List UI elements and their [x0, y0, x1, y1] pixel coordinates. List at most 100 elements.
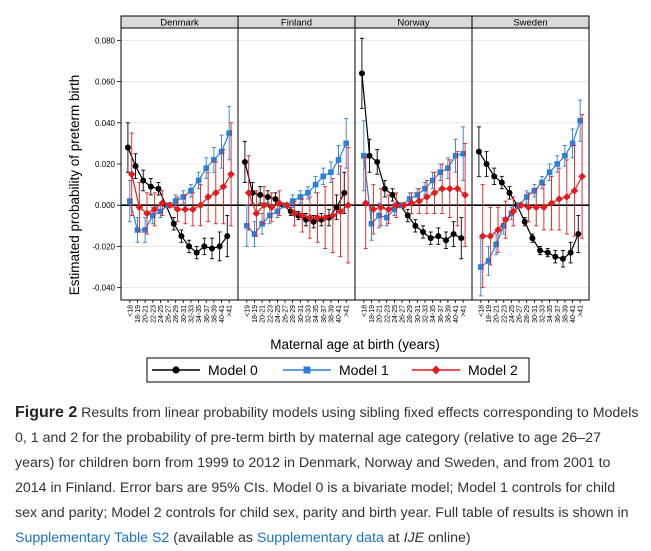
data-point	[321, 213, 329, 222]
panel-title: Norway	[397, 18, 429, 29]
x-tick-label: 26-27	[517, 305, 524, 323]
data-point	[204, 193, 212, 201]
data-point	[509, 207, 518, 216]
data-point	[172, 198, 179, 204]
data-point	[227, 170, 235, 179]
x-tick-label: 30-31	[181, 305, 188, 323]
data-point	[559, 255, 566, 262]
x-tick-label: 32-33	[305, 305, 312, 323]
data-point	[506, 189, 513, 196]
y-tick-label: 0.000	[95, 201, 116, 210]
x-tick-label: 24-25	[509, 305, 516, 323]
x-tick-label: 24-25	[275, 305, 282, 323]
y-tick-label: 0.060	[95, 78, 116, 87]
series-model-2	[127, 122, 235, 235]
data-point	[569, 140, 576, 147]
panel-sweden: Sweden<18 18-19 20-21 22-23 24-25 26-27 28-29 3…	[471, 15, 590, 323]
x-tick-label: 38-39	[445, 305, 452, 323]
panel-denmark: Denmark <18 18-19 20-21 22-23 24-25 26-27 28-29…	[120, 15, 239, 323]
data-point	[381, 185, 388, 192]
legend-box	[146, 357, 530, 383]
supplementary-table-link[interactable]: Supplementary Table S2	[15, 530, 170, 546]
y-tick-label: -0.040	[92, 284, 115, 293]
supplementary-data-link[interactable]: Supplementary data	[256, 530, 384, 546]
x-tick-label: 28-29	[290, 305, 297, 323]
data-point	[216, 243, 223, 250]
data-point	[498, 179, 505, 186]
panel-norway: Norway<18 18-19 20-21 22-23 24-25 26-27 28-29 3…	[354, 15, 473, 323]
data-point	[391, 206, 398, 213]
data-point	[578, 172, 586, 181]
data-point	[437, 169, 444, 176]
data-point	[344, 201, 352, 210]
x-tick-label: 38-39	[211, 305, 218, 323]
data-point	[142, 227, 148, 233]
x-tick-label: 34-35	[196, 305, 203, 323]
series-model-0	[358, 37, 465, 260]
data-point	[297, 194, 304, 200]
x-tick-label: 18-19	[252, 305, 259, 323]
x-tick-label: 20-21	[377, 305, 384, 323]
data-point	[143, 209, 151, 218]
data-point	[251, 231, 258, 237]
panel-title: Finland	[281, 18, 312, 29]
data-point	[201, 243, 208, 250]
data-point	[478, 232, 487, 240]
series-model-2	[478, 114, 586, 289]
data-point	[343, 140, 349, 147]
data-point	[140, 177, 147, 184]
data-point	[438, 184, 446, 193]
series-model-0	[475, 126, 582, 268]
legend: Model 0 Model 1 Model 2	[146, 357, 530, 383]
figure-caption: Figure 2 Results from linear probability…	[15, 400, 640, 551]
data-point	[188, 187, 194, 194]
x-tick-label: 22-23	[501, 305, 508, 323]
data-point	[193, 249, 200, 256]
data-point	[249, 189, 256, 196]
legend-entry-model-0: Model 0	[152, 362, 258, 378]
x-tick-label: 36-37	[555, 305, 562, 323]
x-tick-label: >41	[578, 305, 585, 317]
data-point	[485, 258, 492, 264]
data-point	[170, 220, 177, 227]
x-tick-label: 22-23	[267, 305, 274, 323]
panel-finland: Finland <19 18-19 20-21 22-23 24-25 26-27 28-29…	[237, 15, 356, 323]
data-point	[157, 208, 164, 215]
data-point	[189, 205, 197, 214]
x-tick-label: 40-41	[453, 305, 460, 323]
x-tick-label: 34-35	[547, 305, 554, 323]
x-tick-label: >41	[344, 305, 351, 317]
x-tick-label: 40-41	[336, 305, 343, 323]
data-point	[196, 201, 205, 210]
data-point	[264, 193, 271, 200]
caption-text: Results from linear probability models u…	[15, 405, 639, 521]
data-point	[241, 158, 248, 165]
x-tick-label: 24-25	[392, 305, 399, 323]
x-tick-label: 40-41	[219, 305, 226, 323]
data-point	[461, 191, 469, 199]
data-point	[305, 190, 311, 196]
data-point	[341, 189, 348, 196]
x-tick-label: 22-23	[150, 305, 157, 323]
data-point	[158, 199, 167, 207]
data-point	[328, 169, 334, 176]
series-model-2	[361, 142, 469, 249]
data-point	[544, 249, 551, 256]
data-point	[540, 203, 548, 212]
data-point	[429, 177, 436, 184]
x-tick-label: 32-33	[539, 305, 546, 323]
data-point	[244, 223, 250, 229]
data-point	[224, 233, 231, 240]
panel-title: Sweden	[513, 18, 547, 29]
data-point	[450, 231, 457, 238]
data-point	[149, 212, 156, 219]
data-point	[531, 187, 538, 194]
y-tick-label: 0.040	[95, 119, 116, 128]
data-point	[483, 161, 490, 167]
data-point	[445, 165, 451, 171]
data-point	[310, 218, 317, 225]
legend-label: Model 2	[468, 362, 518, 378]
data-point	[166, 201, 174, 210]
x-axis-label: Maternal age at birth (years)	[270, 337, 440, 352]
data-point	[406, 196, 413, 202]
